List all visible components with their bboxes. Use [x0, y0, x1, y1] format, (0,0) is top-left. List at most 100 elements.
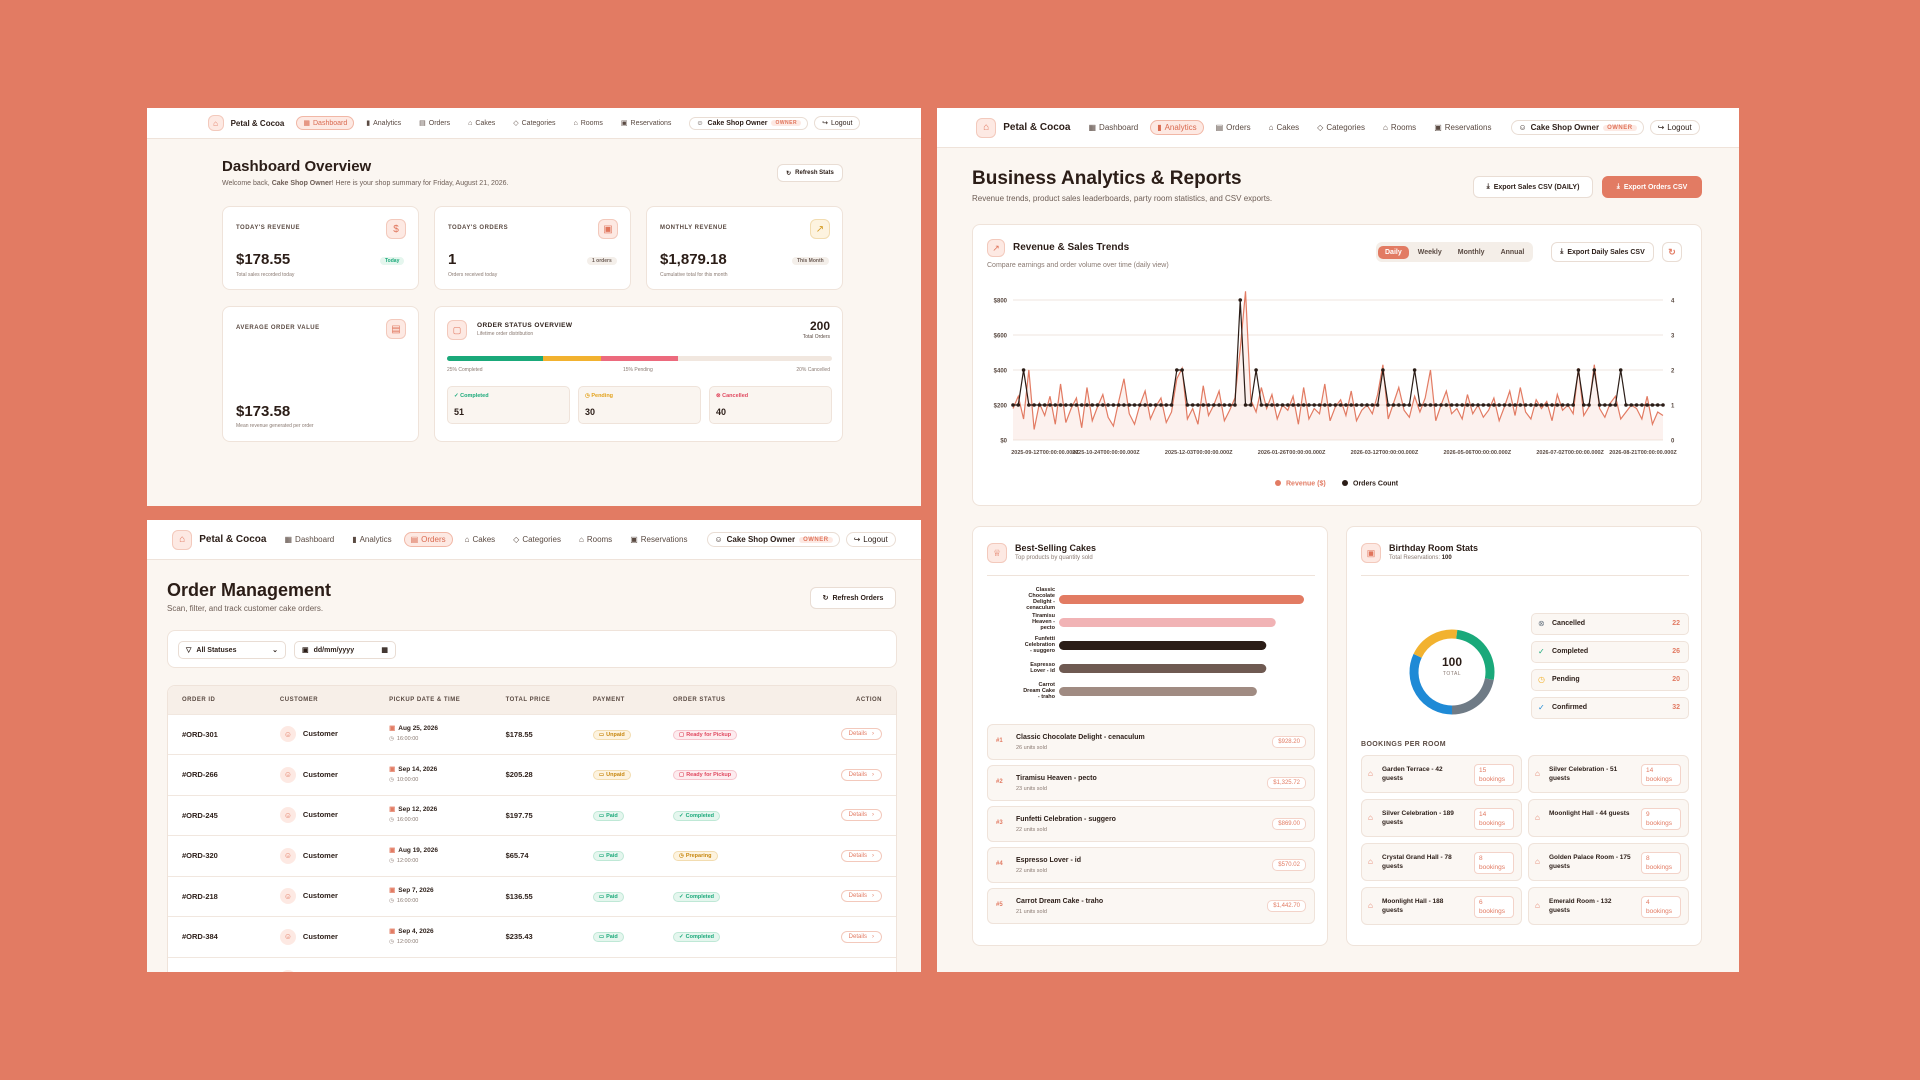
nav-label: Cakes: [472, 535, 496, 544]
best-list-item[interactable]: #2 Tiramisu Heaven - pecto 23 units sold $1…: [987, 765, 1315, 801]
details-button[interactable]: Details›: [840, 971, 882, 972]
nav-cakes[interactable]: ⌂ Cakes: [1263, 121, 1306, 134]
table-row[interactable]: #ORD-320 ☺ Customer ▣ Aug 19, 2026 ◷ 12:00:00 $…: [168, 835, 896, 877]
details-button[interactable]: Details›: [840, 728, 882, 741]
nav-reservations[interactable]: ▣ Reservations: [615, 117, 677, 129]
rank-badge: #4: [996, 861, 1003, 867]
units-sold: 26 units sold: [1016, 745, 1047, 751]
table-row[interactable]: #ORD-245 ☺ Customer ▣ Sep 12, 2026 ◷ 16:00:00 $…: [168, 795, 896, 836]
export-orders-csv-button[interactable]: ⤓ Export Orders CSV: [1602, 176, 1702, 198]
orders-point: [1428, 403, 1433, 407]
room-booking-item: ⌂ Emerald Room - 132 guests 4 bookings: [1528, 887, 1689, 925]
logout-button[interactable]: ↪ Logout: [814, 116, 861, 130]
orders-point: [1560, 403, 1565, 407]
status-sub: Lifetime order distribution: [477, 331, 534, 337]
tab-daily[interactable]: Daily: [1378, 245, 1409, 259]
chevron-right-icon: ›: [872, 812, 874, 819]
orders-point: [1624, 403, 1628, 407]
nav-categories[interactable]: ◇ Categories: [507, 117, 561, 129]
details-button[interactable]: Details›: [840, 849, 882, 862]
nav-cakes[interactable]: ⌂ Cakes: [459, 533, 502, 546]
orders-point: [1270, 403, 1274, 407]
room-bookings: 14 bookings: [1474, 808, 1514, 830]
revenue-trend-chart: $0 $200 $400 $600 $800 0 1 2 3 4 2025-09-12T00:00:…: [994, 291, 1677, 488]
nav-rooms[interactable]: ⌂ Rooms: [573, 533, 618, 546]
details-button[interactable]: Details›: [840, 930, 882, 943]
nav-orders[interactable]: ▤ Orders: [413, 117, 456, 129]
status-filter-select[interactable]: ▽ All Statuses ⌄: [178, 641, 286, 659]
logout-icon: ↪: [853, 535, 861, 544]
table-row[interactable]: #ORD-266 ☺ Customer ▣ Sep 14, 2026 ◷ 10:00:00 $…: [168, 754, 896, 796]
best-list-item[interactable]: #3 Funfetti Celebration - suggero 22 units…: [987, 806, 1315, 842]
column-header: ORDER STATUS: [673, 696, 726, 703]
brand[interactable]: ⌂ Petal & Cocoa: [172, 529, 266, 550]
table-row[interactable]: #ORD-384 ☺ Customer ▣ Sep 4, 2026 ◷ 12:00:00 $2…: [168, 916, 896, 958]
payment-text: Paid: [606, 853, 618, 860]
nav-dashboard[interactable]: ▦ Dashboard: [1082, 121, 1144, 134]
logout-button[interactable]: ↪ Logout: [845, 532, 896, 547]
table-row[interactable]: #ORD-301 ☺ Customer ▣ Aug 25, 2026 ◷ 16:00:00 $…: [168, 714, 896, 755]
owner-menu[interactable]: ☺ Cake Shop Owner OWNER: [1511, 120, 1644, 135]
details-button[interactable]: Details›: [840, 768, 882, 781]
best-list-item[interactable]: #1 Classic Chocolate Delight - cenaculum 2…: [987, 724, 1315, 760]
brand[interactable]: ⌂ Petal & Cocoa: [207, 115, 284, 131]
nav-dashboard[interactable]: ▦ Dashboard: [278, 533, 340, 546]
cell-order-id: #ORD-266: [168, 755, 270, 796]
orders-point: [1439, 403, 1443, 407]
orders-point: [1597, 403, 1602, 407]
time-text: 16:00:00: [396, 817, 419, 824]
calendar-icon: ▣: [389, 887, 396, 895]
nav-orders[interactable]: ▤ Orders: [403, 532, 453, 547]
nav-cakes[interactable]: ⌂ Cakes: [462, 118, 501, 129]
column-header: ACTION: [856, 696, 882, 703]
x-tick-label: 2026-03-12T00:00:00.000Z: [1351, 450, 1419, 456]
details-button[interactable]: Details›: [840, 809, 882, 822]
best-list-item[interactable]: #5 Carrot Dream Cake - traho 21 units sold…: [987, 888, 1315, 924]
avatar: ☺: [279, 888, 296, 905]
tab-monthly[interactable]: Monthly: [1457, 248, 1485, 256]
pending-pct: 15% Pending: [623, 367, 653, 373]
orders-point: [1259, 403, 1264, 407]
owner-menu[interactable]: ☺ Cake Shop Owner OWNER: [707, 532, 840, 547]
refresh-stats-button[interactable]: ↻ Refresh Stats: [777, 164, 843, 182]
date-filter-input[interactable]: ▣ dd/mm/yyyy ▦: [294, 641, 396, 659]
nav-analytics[interactable]: ▮ Analytics: [1150, 120, 1204, 135]
nav-categories[interactable]: ◇ Categories: [1311, 121, 1371, 134]
nav-orders[interactable]: ▤ Orders: [1210, 121, 1257, 134]
table-row[interactable]: #ORD-218 ☺ Customer ▣ Sep 7, 2026 ◷ 16:00:00 $1…: [168, 876, 896, 917]
export-daily-sales-button[interactable]: ⤓ Export Daily Sales CSV: [1551, 242, 1654, 262]
nav-rooms[interactable]: ⌂ Rooms: [567, 118, 608, 129]
owner-menu[interactable]: ☺ Cake Shop Owner OWNER: [689, 116, 809, 130]
table-row[interactable]: #ORD-219☺Customer▣Aug 16, 2026$166.20▭Pa…: [168, 957, 896, 972]
nav-categories[interactable]: ◇ Categories: [507, 533, 567, 546]
tab-weekly[interactable]: Weekly: [1417, 248, 1442, 256]
brand-name: Petal & Cocoa: [1003, 122, 1071, 133]
export-sales-csv-button[interactable]: ⤓ Export Sales CSV (DAILY): [1473, 176, 1593, 198]
nav-dashboard[interactable]: ▦ Dashboard: [296, 116, 355, 130]
orders-point: [1249, 403, 1253, 407]
x-tick-label: 2026-05-06T00:00:00.000Z: [1443, 450, 1511, 456]
nav-reservations[interactable]: ▣ Reservations: [1428, 121, 1497, 134]
nav-analytics[interactable]: ▮ Analytics: [360, 117, 407, 129]
orders-point: [1254, 368, 1258, 372]
download-icon: ⤓: [1616, 183, 1620, 190]
best-list-item[interactable]: #4 Espresso Lover - id 22 units sold $570.0…: [987, 847, 1315, 883]
details-button[interactable]: Details›: [840, 890, 882, 903]
brand[interactable]: ⌂ Petal & Cocoa: [976, 117, 1071, 138]
refresh-orders-button[interactable]: ↻ Refresh Orders: [810, 587, 896, 609]
room-status-value: 32: [1672, 704, 1680, 711]
orders-point: [1069, 403, 1073, 407]
orders-point: [1111, 403, 1116, 407]
nav-analytics[interactable]: ▮ Analytics: [346, 533, 397, 546]
nav-reservations[interactable]: ▣ Reservations: [624, 533, 693, 546]
orders-point: [1048, 403, 1052, 407]
nav-rooms[interactable]: ⌂ Rooms: [1377, 121, 1422, 134]
cell-action: Details›: [794, 957, 896, 972]
logout-button[interactable]: ↪ Logout: [1649, 120, 1700, 135]
orders-point: [1555, 403, 1560, 407]
orders-point: [1042, 403, 1047, 407]
tab-annual[interactable]: Annual: [1500, 248, 1525, 256]
refresh-chart-button[interactable]: ↻: [1662, 242, 1682, 262]
clipboard-icon: ▤: [419, 120, 426, 127]
calendar-picker-icon[interactable]: ▦: [381, 647, 388, 654]
